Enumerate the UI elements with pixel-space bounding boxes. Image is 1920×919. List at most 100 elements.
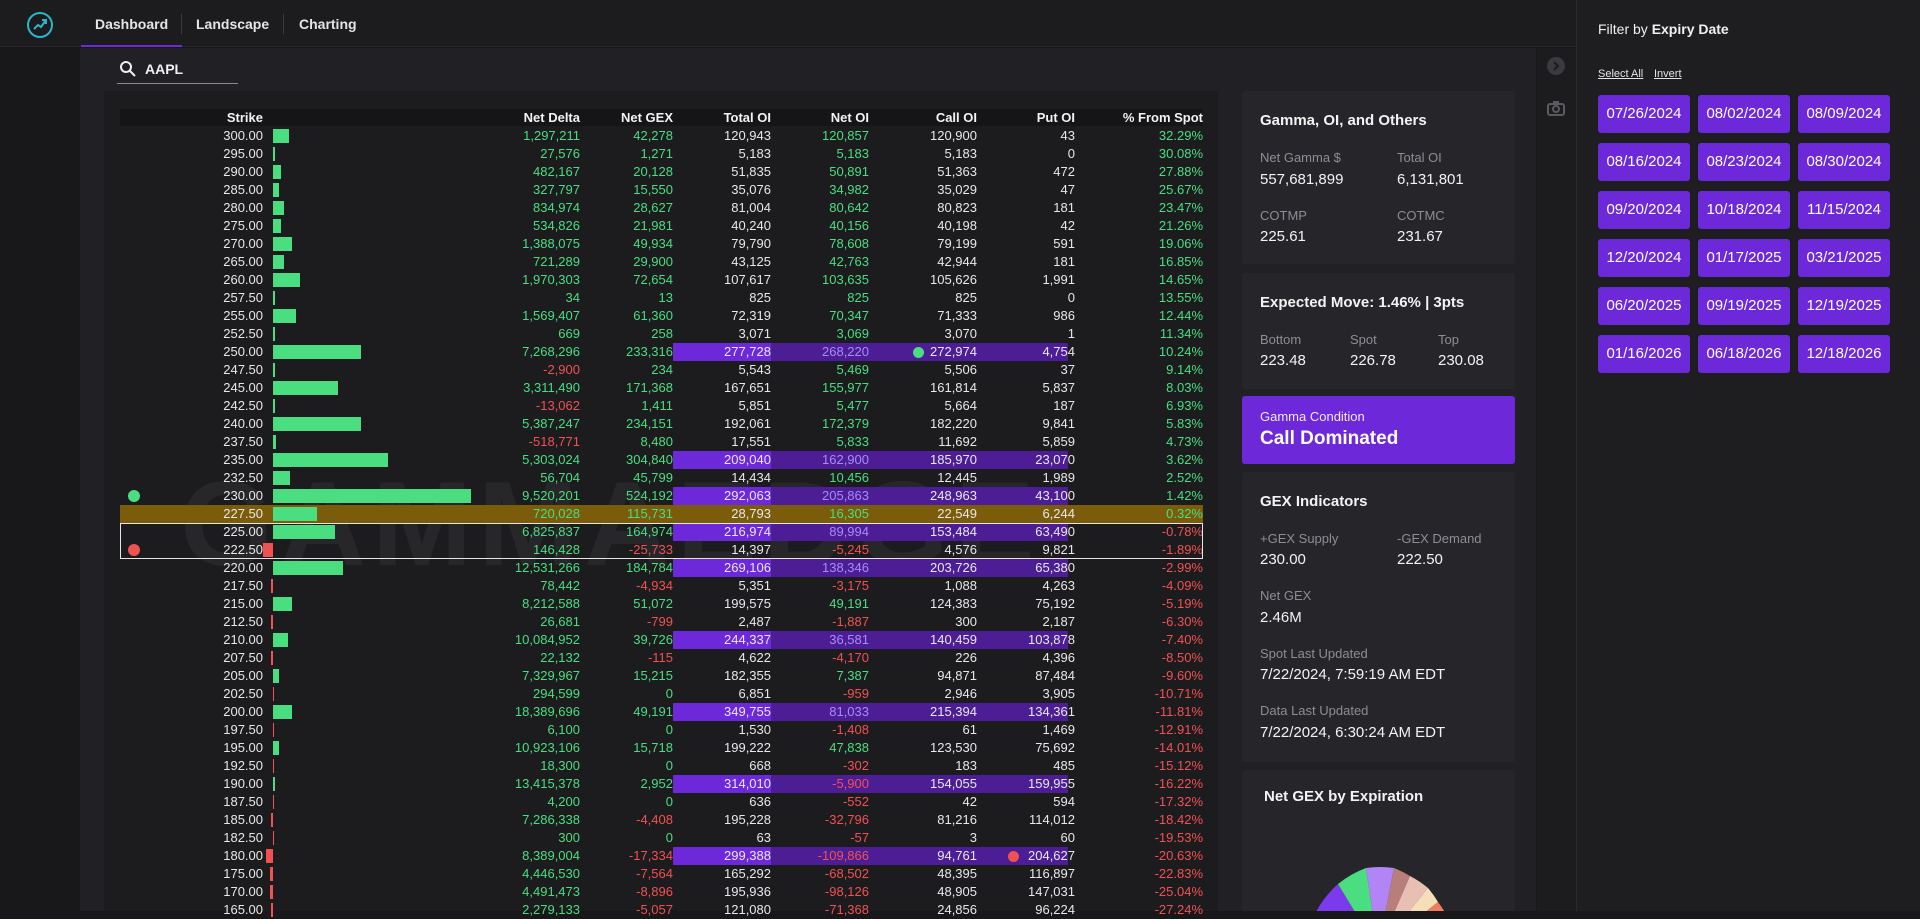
expiry-date-button[interactable]: 07/26/2024	[1598, 95, 1690, 133]
expiry-date-button[interactable]: 12/18/2026	[1798, 335, 1890, 373]
gex-bar[interactable]	[263, 543, 273, 557]
expiry-date-button[interactable]: 10/18/2024	[1698, 191, 1790, 229]
gex-bar[interactable]	[273, 669, 279, 683]
table-row[interactable]: 275.00 534,826 21,981 40,240 40,156 40,198 42 2…	[120, 217, 1203, 235]
table-row[interactable]: 227.50 720,028 115,731 28,793 16,305 22,549 6,…	[120, 505, 1203, 523]
table-row[interactable]: 232.50 56,704 45,799 14,434 10,456 12,445 1,98…	[120, 469, 1203, 487]
gex-bar[interactable]	[266, 849, 273, 863]
table-row[interactable]: 182.50 300 0 63 -57 3 60 -19.53%	[120, 829, 1203, 847]
expiry-date-button[interactable]: 08/16/2024	[1598, 143, 1690, 181]
table-row[interactable]: 247.50 -2,900 234 5,543 5,469 5,506 37 9.14%	[120, 361, 1203, 379]
gex-bar[interactable]	[273, 129, 289, 143]
table-row[interactable]: 192.50 18,300 0 668 -302 183 485 -15.12%	[120, 757, 1203, 775]
gex-bar[interactable]	[273, 633, 288, 647]
gex-bar[interactable]	[273, 417, 362, 431]
expiry-date-button[interactable]: 09/20/2024	[1598, 191, 1690, 229]
table-row[interactable]: 217.50 78,442 -4,934 5,351 -3,175 1,088 4,263 -…	[120, 577, 1203, 595]
gex-bar[interactable]	[273, 165, 281, 179]
gex-bar[interactable]	[273, 741, 279, 755]
expiry-date-button[interactable]: 08/02/2024	[1698, 95, 1790, 133]
table-row[interactable]: 270.00 1,388,075 49,934 79,790 78,608 79,199 5…	[120, 235, 1203, 253]
expiry-date-button[interactable]: 08/23/2024	[1698, 143, 1790, 181]
header-net-gex[interactable]: Net GEX	[620, 110, 673, 125]
table-row[interactable]: 175.00 4,446,530 -7,564 165,292 -68,502 48,39…	[120, 865, 1203, 883]
table-row[interactable]: 255.00 1,569,407 61,360 72,319 70,347 71,333 9…	[120, 307, 1203, 325]
header-strike[interactable]: Strike	[226, 110, 263, 125]
expiry-date-button[interactable]: 01/16/2026	[1598, 335, 1690, 373]
table-row[interactable]: 242.50 -13,062 1,411 5,851 5,477 5,664 187 6.93…	[120, 397, 1203, 415]
table-row[interactable]: 222.50 146,428 -25,733 14,397 -5,245 4,576 9,8…	[120, 541, 1203, 559]
gex-bar[interactable]	[273, 489, 471, 503]
table-row[interactable]: 197.50 6,100 0 1,530 -1,408 61 1,469 -12.91%	[120, 721, 1203, 739]
table-row[interactable]: 230.00 9,520,201 524,192 292,063 205,863 248,…	[120, 487, 1203, 505]
header-call-oi[interactable]: Call OI	[935, 110, 977, 125]
table-row[interactable]: 190.00 13,415,378 2,952 314,010 -5,900 154,05…	[120, 775, 1203, 793]
gex-bar[interactable]	[273, 723, 274, 737]
gex-bar[interactable]	[273, 345, 362, 359]
gex-bar[interactable]	[273, 273, 301, 287]
expiry-date-button[interactable]: 01/17/2025	[1698, 239, 1790, 277]
gex-bar[interactable]	[273, 453, 389, 467]
tab-charting[interactable]: Charting	[299, 16, 357, 32]
gex-bar[interactable]	[273, 237, 292, 251]
table-row[interactable]: 225.00 6,825,837 164,974 216,974 89,994 153,4…	[120, 523, 1203, 541]
expiry-date-button[interactable]: 06/20/2025	[1598, 287, 1690, 325]
gex-bar[interactable]	[273, 831, 274, 845]
expiry-date-button[interactable]: 11/15/2024	[1798, 191, 1890, 229]
table-row[interactable]: 285.00 327,797 15,550 35,076 34,982 35,029 47 2…	[120, 181, 1203, 199]
tab-dashboard[interactable]: Dashboard	[81, 0, 183, 47]
gex-bar[interactable]	[273, 309, 297, 323]
table-row[interactable]: 170.00 4,491,473 -8,896 195,936 -98,126 48,90…	[120, 883, 1203, 901]
gex-bar[interactable]	[273, 525, 336, 539]
gex-bar[interactable]	[273, 147, 275, 161]
gex-bar[interactable]	[273, 471, 291, 485]
header-total-oi[interactable]: Total OI	[723, 110, 771, 125]
table-row[interactable]: 202.50 294,599 0 6,851 -959 2,946 3,905 -10.71%	[120, 685, 1203, 703]
gex-bar[interactable]	[271, 579, 273, 593]
expiration-pie-chart[interactable]	[1278, 846, 1478, 911]
gex-bar[interactable]	[273, 255, 285, 269]
expiry-date-button[interactable]: 12/20/2024	[1598, 239, 1690, 277]
gex-bar[interactable]	[273, 219, 282, 233]
table-row[interactable]: 187.50 4,200 0 636 -552 42 594 -17.32%	[120, 793, 1203, 811]
gex-bar[interactable]	[273, 795, 274, 809]
gex-bar[interactable]	[271, 813, 273, 827]
camera-icon[interactable]	[1546, 98, 1566, 118]
table-row[interactable]: 280.00 834,974 28,627 81,004 80,642 80,823 181…	[120, 199, 1203, 217]
table-row[interactable]: 290.00 482,167 20,128 51,835 50,891 51,363 472…	[120, 163, 1203, 181]
gex-bar[interactable]	[273, 381, 338, 395]
header-net-oi[interactable]: Net OI	[830, 110, 869, 125]
expiry-date-button[interactable]: 12/19/2025	[1798, 287, 1890, 325]
table-row[interactable]: 195.00 10,923,106 15,718 199,222 47,838 123,5…	[120, 739, 1203, 757]
table-row[interactable]: 250.00 7,268,296 233,316 277,728 268,220 272,…	[120, 343, 1203, 361]
gex-bar[interactable]	[271, 615, 273, 629]
table-row[interactable]: 295.00 27,576 1,271 5,183 5,183 5,183 0 30.08%	[120, 145, 1203, 163]
table-row[interactable]: 200.00 18,389,696 49,191 349,755 81,033 215,3…	[120, 703, 1203, 721]
table-row[interactable]: 210.00 10,084,952 39,726 244,337 36,581 140,4…	[120, 631, 1203, 649]
table-row[interactable]: 235.00 5,303,024 304,840 209,040 162,900 185,…	[120, 451, 1203, 469]
expiry-date-button[interactable]: 08/30/2024	[1798, 143, 1890, 181]
table-row[interactable]: 240.00 5,387,247 234,151 192,061 172,379 182,…	[120, 415, 1203, 433]
expiry-date-button[interactable]: 09/19/2025	[1698, 287, 1790, 325]
header-put-oi[interactable]: Put OI	[1036, 110, 1075, 125]
gex-bar[interactable]	[273, 561, 343, 575]
select-all-link[interactable]: Select All	[1598, 68, 1644, 80]
table-row[interactable]: 215.00 8,212,588 51,072 199,575 49,191 124,38…	[120, 595, 1203, 613]
table-row[interactable]: 165.00 2,279,133 -5,057 121,080 -71,368 24,85…	[120, 901, 1203, 919]
gex-bar[interactable]	[273, 399, 275, 413]
table-row[interactable]: 260.00 1,970,303 72,654 107,617 103,635 105,6…	[120, 271, 1203, 289]
table-row[interactable]: 265.00 721,289 29,900 43,125 42,763 42,944 181…	[120, 253, 1203, 271]
gex-bar[interactable]	[273, 291, 275, 305]
gex-bar[interactable]	[273, 201, 284, 215]
table-row[interactable]: 245.00 3,311,490 171,368 167,651 155,977 161,…	[120, 379, 1203, 397]
table-row[interactable]: 300.00 1,297,211 42,278 120,943 120,857 120,9…	[120, 127, 1203, 145]
expiry-date-button[interactable]: 08/09/2024	[1798, 95, 1890, 133]
gex-bar[interactable]	[273, 435, 277, 449]
gex-bar[interactable]	[269, 885, 273, 899]
app-logo-icon[interactable]	[27, 12, 53, 38]
table-row[interactable]: 185.00 7,286,338 -4,408 195,228 -32,796 81,21…	[120, 811, 1203, 829]
table-row[interactable]: 252.50 669 258 3,071 3,069 3,070 1 11.34%	[120, 325, 1203, 343]
table-row[interactable]: 237.50 -518,771 8,480 17,551 5,833 11,692 5,85…	[120, 433, 1203, 451]
table-row[interactable]: 207.50 22,132 -115 4,622 -4,170 226 4,396 -8.50…	[120, 649, 1203, 667]
table-row[interactable]: 205.00 7,329,967 15,215 182,355 7,387 94,871 8…	[120, 667, 1203, 685]
